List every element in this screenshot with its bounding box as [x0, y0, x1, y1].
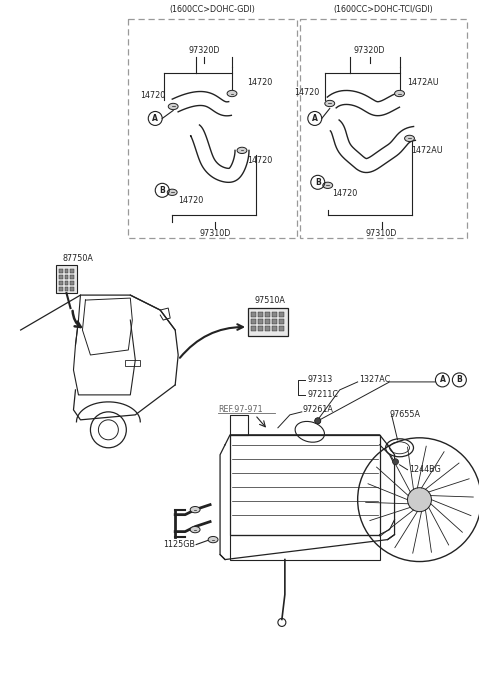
Bar	[265, 326, 270, 331]
Ellipse shape	[168, 104, 178, 110]
Text: 97211C: 97211C	[308, 390, 339, 400]
Bar	[71, 281, 74, 285]
Bar	[64, 275, 69, 279]
Text: 97310D: 97310D	[366, 228, 397, 238]
Circle shape	[408, 488, 432, 512]
Text: 14720: 14720	[332, 189, 357, 198]
Text: 87750A: 87750A	[62, 254, 94, 263]
Text: A: A	[312, 114, 318, 123]
Bar	[279, 312, 284, 317]
Text: REF.97-971: REF.97-971	[218, 405, 263, 415]
Ellipse shape	[237, 147, 247, 153]
Bar	[251, 319, 256, 324]
Bar	[128, 18, 297, 238]
Bar	[230, 535, 380, 559]
Circle shape	[315, 418, 321, 424]
Bar	[279, 326, 284, 331]
Bar	[71, 287, 74, 291]
Text: B: B	[159, 186, 165, 195]
Text: 97320D: 97320D	[188, 46, 220, 55]
Bar	[279, 319, 284, 324]
Ellipse shape	[323, 182, 333, 188]
Bar	[248, 308, 288, 336]
Text: 14720: 14720	[295, 88, 320, 97]
Text: 1244BG: 1244BG	[409, 465, 441, 474]
Bar	[71, 269, 74, 273]
Ellipse shape	[190, 527, 200, 533]
Text: 97320D: 97320D	[354, 46, 385, 55]
Ellipse shape	[325, 100, 335, 106]
Bar	[251, 312, 256, 317]
Bar	[56, 265, 77, 293]
Text: 97510A: 97510A	[254, 295, 285, 305]
Bar	[64, 269, 69, 273]
Text: 97261A: 97261A	[303, 405, 334, 415]
Text: 1472AU: 1472AU	[408, 78, 439, 87]
Text: 97310D: 97310D	[199, 228, 231, 238]
Bar	[230, 435, 380, 535]
Text: (1600CC>DOHC-TCI/GDI): (1600CC>DOHC-TCI/GDI)	[334, 5, 433, 14]
Ellipse shape	[227, 90, 237, 97]
Bar	[258, 326, 263, 331]
Text: B: B	[315, 178, 321, 187]
Circle shape	[315, 418, 321, 424]
Ellipse shape	[405, 135, 414, 142]
Text: A: A	[440, 375, 445, 385]
Ellipse shape	[208, 537, 218, 543]
Text: A: A	[152, 114, 158, 123]
Text: 1125GB: 1125GB	[163, 540, 195, 549]
Text: 14720: 14720	[247, 78, 272, 87]
Bar	[265, 312, 270, 317]
Bar	[59, 269, 62, 273]
Text: 1472AU: 1472AU	[411, 146, 443, 155]
Bar	[265, 319, 270, 324]
Bar	[272, 326, 277, 331]
Text: 14720: 14720	[178, 196, 204, 205]
Bar	[272, 319, 277, 324]
Text: 97655A: 97655A	[390, 411, 420, 419]
Bar	[71, 275, 74, 279]
Bar	[64, 287, 69, 291]
Bar	[258, 319, 263, 324]
Text: 14720: 14720	[247, 156, 272, 165]
Bar	[64, 281, 69, 285]
Bar	[125, 360, 140, 366]
Text: 14720: 14720	[140, 91, 165, 100]
Bar	[59, 287, 62, 291]
Circle shape	[393, 459, 398, 464]
Ellipse shape	[167, 189, 177, 196]
Text: 1327AC: 1327AC	[360, 375, 391, 385]
Bar	[258, 312, 263, 317]
Bar	[272, 312, 277, 317]
Text: B: B	[456, 375, 462, 385]
Bar	[59, 281, 62, 285]
Text: 97313: 97313	[308, 375, 333, 385]
Bar	[59, 275, 62, 279]
Text: (1600CC>DOHC-GDI): (1600CC>DOHC-GDI)	[169, 5, 255, 14]
Bar	[251, 326, 256, 331]
Bar	[300, 18, 468, 238]
Ellipse shape	[190, 507, 200, 513]
Ellipse shape	[395, 90, 405, 97]
